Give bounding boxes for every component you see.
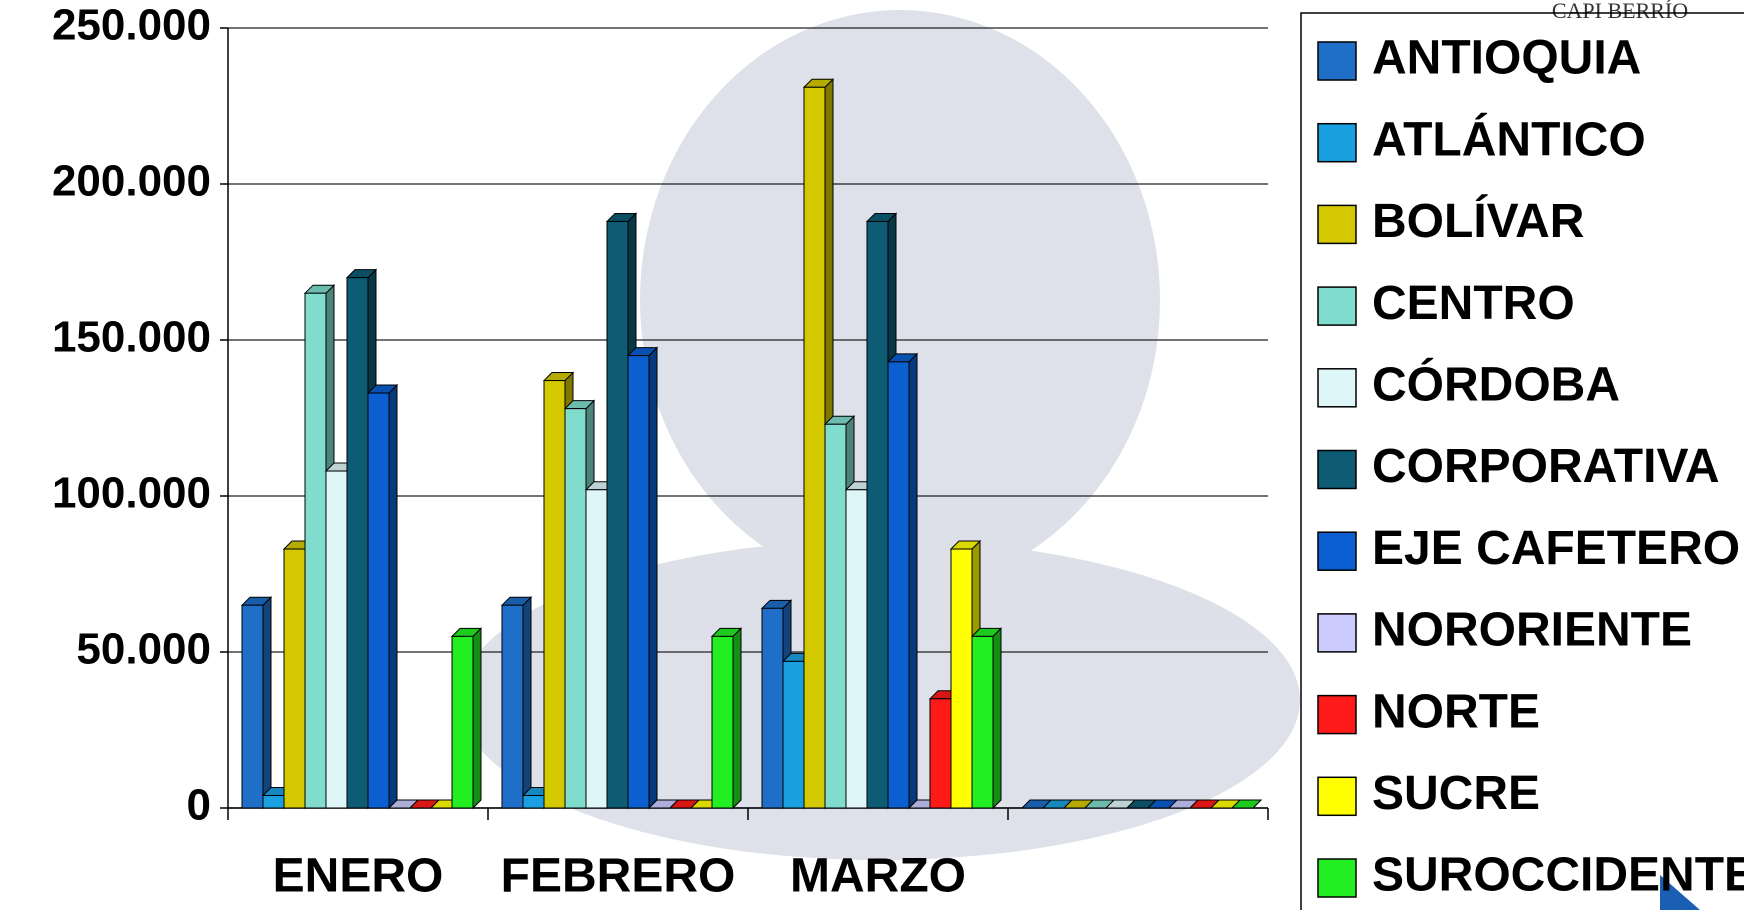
bar xyxy=(564,408,587,809)
legend-label: NORORIENTE xyxy=(1372,604,1692,657)
bar-side xyxy=(388,383,398,810)
legend-swatch xyxy=(1317,613,1357,653)
y-tick-label: 250.000 xyxy=(52,1,211,50)
y-tick-label: 150.000 xyxy=(52,313,211,362)
y-tick-label: 200.000 xyxy=(52,157,211,206)
legend-swatch xyxy=(1317,41,1357,81)
legend-swatch xyxy=(1317,204,1357,245)
bar xyxy=(866,220,889,809)
bar xyxy=(325,470,348,809)
watermark xyxy=(460,10,1300,860)
legend-label: CÓRDOBA xyxy=(1372,356,1620,411)
legend-swatch xyxy=(1317,858,1357,898)
legend-swatch xyxy=(1317,368,1357,408)
legend-box xyxy=(1300,12,1744,915)
legend-swatch xyxy=(1317,122,1357,163)
logo-text: CAPI BERRÍO xyxy=(1552,0,1688,23)
x-tick-label: MARZO xyxy=(790,850,966,903)
legend-swatch xyxy=(1317,449,1357,490)
y-tick-label: 50.000 xyxy=(76,625,211,674)
legend-swatch xyxy=(1317,286,1357,326)
bar xyxy=(761,607,784,809)
bar xyxy=(522,795,545,809)
legend-label: ATLÁNTICO xyxy=(1372,112,1646,166)
x-tick-label: FEBRERO xyxy=(501,850,736,903)
bar xyxy=(346,277,369,809)
bar xyxy=(367,392,390,809)
bar xyxy=(451,635,474,809)
legend-label: NORTE xyxy=(1372,685,1540,738)
legend-label: CORPORATIVA xyxy=(1372,440,1720,493)
bar xyxy=(627,355,650,809)
legend-swatch xyxy=(1317,531,1357,571)
legend-label: BOLÍVAR xyxy=(1372,194,1584,248)
cursor-arrow xyxy=(1660,875,1700,910)
bar xyxy=(971,635,994,809)
legend-swatch xyxy=(1317,776,1357,817)
legend-label: EJE CAFETERO xyxy=(1372,522,1740,575)
bar-side xyxy=(908,352,918,810)
x-tick-label: ENERO xyxy=(273,850,444,903)
legend-label: CENTRO xyxy=(1372,277,1575,330)
bar xyxy=(711,635,734,809)
bar-side xyxy=(472,627,482,810)
bar-side xyxy=(262,595,272,810)
bar-side xyxy=(648,346,658,810)
bar xyxy=(887,361,910,809)
legend-swatch xyxy=(1317,694,1357,735)
bar xyxy=(950,548,973,809)
bar xyxy=(606,220,629,809)
bar-side xyxy=(732,627,742,810)
bar-side xyxy=(522,595,532,810)
bar xyxy=(845,489,868,809)
bar xyxy=(782,660,805,809)
bar xyxy=(241,604,264,809)
bar xyxy=(824,423,847,809)
bar xyxy=(929,698,952,809)
y-tick-label: 100.000 xyxy=(52,469,211,518)
y-tick-label: 0 xyxy=(187,781,211,830)
bar xyxy=(543,380,566,809)
legend-label: SUROCCIDENTE xyxy=(1372,849,1744,902)
bar xyxy=(803,86,826,809)
legend-label: ANTIOQUIA xyxy=(1372,32,1641,85)
bar xyxy=(304,292,327,809)
bar xyxy=(283,548,306,809)
legend-label: SUCRE xyxy=(1372,767,1540,820)
bar-side xyxy=(992,627,1002,810)
bar xyxy=(262,795,285,809)
bar-top xyxy=(1230,799,1263,809)
bar xyxy=(501,604,524,809)
bar xyxy=(585,489,608,809)
